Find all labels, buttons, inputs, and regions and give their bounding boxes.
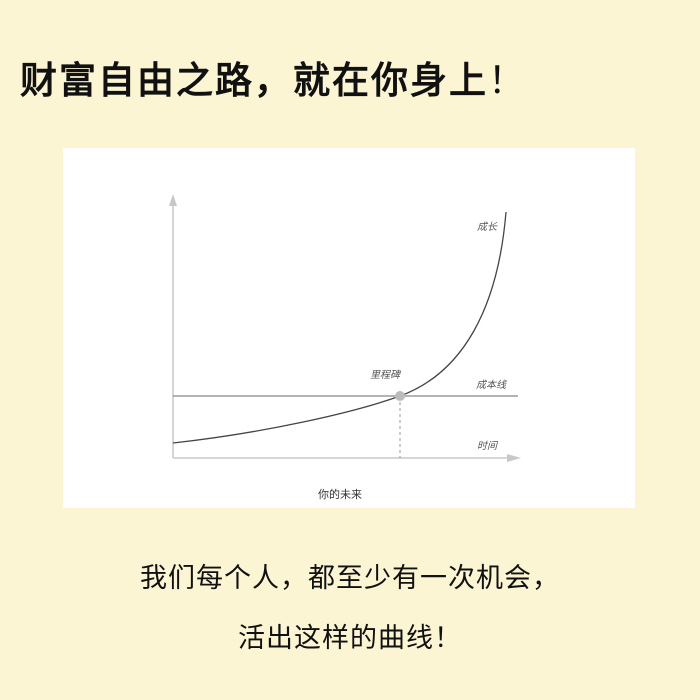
body-line-2: 活出这样的曲线！ xyxy=(238,623,462,654)
milestone-dot xyxy=(395,391,405,401)
growth-diagram: 成长 里程碑 成本线 时间 你的未来 xyxy=(169,194,521,501)
diagram-panel: 成长 里程碑 成本线 时间 你的未来 xyxy=(63,148,635,508)
label-time: 时间 xyxy=(477,440,499,452)
body-line-1: 我们每个人，都至少有一次机会， xyxy=(140,563,560,594)
growth-curve xyxy=(172,211,507,444)
y-axis-arrow xyxy=(169,194,177,206)
title-exclaim: ！ xyxy=(488,59,527,102)
x-axis-arrow xyxy=(507,454,521,462)
title-main: 财富自由之路，就在你身上 xyxy=(20,59,488,102)
label-milestone: 里程碑 xyxy=(370,369,402,381)
label-cost-line: 成本线 xyxy=(476,379,507,391)
label-growth: 成长 xyxy=(477,221,498,233)
page-title: 财富自由之路，就在你身上！ xyxy=(20,50,527,104)
diagram-caption: 你的未来 xyxy=(318,487,362,501)
